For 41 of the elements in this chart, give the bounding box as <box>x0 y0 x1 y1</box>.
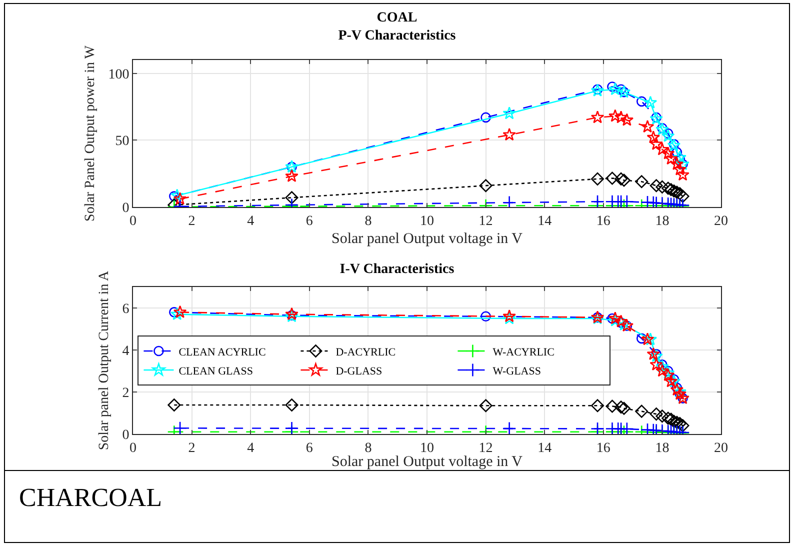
chart-title: COAL <box>376 10 418 26</box>
x-tick-label: 2 <box>188 440 196 456</box>
x-tick-label: 8 <box>364 440 372 456</box>
x-tick-label: 10 <box>420 214 434 229</box>
y-tick-label: 100 <box>108 67 130 82</box>
x-tick-label: 14 <box>538 214 552 229</box>
x-tick-label: 6 <box>306 214 313 229</box>
y-axis-title: Solar Panel Output power in W <box>82 44 98 222</box>
legend-label: W-ACYRLIC <box>492 346 554 358</box>
legend-label: D-GLASS <box>336 365 382 378</box>
x-tick-label: 2 <box>188 214 196 229</box>
x-tick-label: 18 <box>655 214 670 229</box>
x-axis-title: Solar panel Output voltage in V <box>332 454 523 470</box>
text: CHARCOAL <box>5 470 789 525</box>
x-tick-label: 6 <box>306 440 313 456</box>
y-tick-label: 0 <box>122 200 130 216</box>
x-tick-label: 14 <box>538 440 552 456</box>
y-tick-label: 0 <box>122 428 130 443</box>
legend-label: CLEAN GLASS <box>178 365 253 378</box>
x-tick-label: 18 <box>655 440 670 456</box>
y-tick-label: 50 <box>115 134 130 150</box>
y-tick-label: 4 <box>122 344 130 359</box>
legend-label: D-ACYRLIC <box>336 346 396 358</box>
x-tick-label: 20 <box>714 214 728 229</box>
x-tick-label: 10 <box>420 440 434 456</box>
x-tick-label: 16 <box>596 440 610 456</box>
y-tick-label: 2 <box>122 386 130 401</box>
x-tick-label: 8 <box>364 214 372 229</box>
x-tick-label: 20 <box>714 440 728 456</box>
x-tick-label: 12 <box>478 440 493 456</box>
x-tick-label: 16 <box>596 214 610 229</box>
x-tick-label: 4 <box>247 440 254 456</box>
legend-label: CLEAN ACYRLIC <box>178 346 266 358</box>
chart-subtitle: P-V Characteristics <box>338 28 456 44</box>
x-tick-label: 12 <box>478 214 493 229</box>
y-axis-title: Solar panel Output Current in A <box>96 270 112 450</box>
chart-title: I-V Characteristics <box>340 262 455 277</box>
y-tick-label: 6 <box>122 302 130 317</box>
legend-label: W-GLASS <box>492 365 541 378</box>
x-axis-title: Solar panel Output voltage in V <box>332 230 523 247</box>
x-tick-label: 4 <box>247 214 254 229</box>
